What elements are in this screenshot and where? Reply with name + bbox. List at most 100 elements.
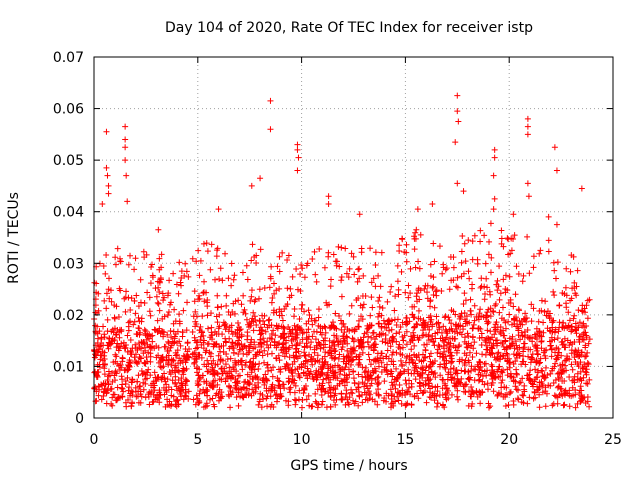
- data-point: [359, 316, 366, 323]
- data-point: [404, 388, 411, 395]
- data-point: [325, 193, 332, 200]
- data-point: [388, 368, 395, 375]
- data-point: [491, 331, 498, 338]
- data-point: [123, 403, 130, 410]
- data-point: [450, 264, 457, 271]
- data-point: [473, 350, 480, 357]
- data-point: [317, 345, 324, 352]
- data-point: [338, 274, 345, 281]
- data-point: [501, 383, 508, 390]
- data-point: [251, 381, 258, 388]
- x-tick-label: 25: [604, 432, 622, 448]
- data-point: [422, 367, 429, 374]
- data-point: [458, 367, 465, 374]
- data-point: [375, 373, 382, 380]
- data-point: [176, 338, 183, 345]
- data-point: [564, 325, 571, 332]
- data-point: [477, 284, 484, 291]
- data-point: [247, 373, 254, 380]
- data-point: [279, 330, 286, 337]
- data-point: [532, 376, 539, 383]
- data-point: [341, 382, 348, 389]
- data-point: [434, 388, 441, 395]
- data-point: [356, 265, 363, 272]
- data-point: [462, 297, 469, 304]
- data-point: [492, 326, 499, 333]
- data-point: [118, 384, 125, 391]
- data-point: [576, 333, 583, 340]
- data-point: [546, 327, 553, 334]
- data-point: [393, 330, 400, 337]
- data-point: [206, 396, 213, 403]
- data-point: [433, 313, 440, 320]
- data-point: [103, 251, 110, 258]
- data-point: [230, 276, 237, 283]
- data-point: [484, 284, 491, 291]
- data-point: [433, 403, 440, 410]
- data-point: [328, 276, 335, 283]
- data-point: [384, 298, 391, 305]
- data-point: [261, 285, 268, 292]
- data-point: [401, 248, 408, 255]
- data-point: [374, 381, 381, 388]
- data-point: [182, 345, 189, 352]
- data-point: [460, 270, 467, 277]
- data-point: [195, 381, 202, 388]
- data-point: [505, 401, 512, 408]
- data-point: [238, 341, 245, 348]
- data-point: [499, 352, 506, 359]
- data-point: [490, 206, 497, 213]
- data-point: [214, 304, 221, 311]
- data-point: [356, 211, 363, 218]
- data-point: [320, 363, 327, 370]
- data-point: [362, 364, 369, 371]
- data-point: [131, 354, 138, 361]
- data-point: [489, 363, 496, 370]
- data-point: [313, 400, 320, 407]
- data-point: [360, 272, 367, 279]
- data-point: [454, 108, 461, 115]
- data-point: [383, 353, 390, 360]
- data-point: [309, 256, 316, 263]
- data-point: [154, 396, 161, 403]
- data-point: [538, 367, 545, 374]
- data-point: [403, 241, 410, 248]
- data-point: [331, 332, 338, 339]
- data-point: [225, 275, 232, 282]
- data-point: [101, 385, 108, 392]
- data-point: [560, 341, 567, 348]
- data-point: [232, 361, 239, 368]
- data-point: [412, 235, 419, 242]
- data-point: [412, 376, 419, 383]
- data-point: [548, 346, 555, 353]
- data-point: [545, 213, 552, 220]
- data-point: [260, 396, 267, 403]
- data-point: [411, 364, 418, 371]
- data-point: [109, 378, 116, 385]
- data-point: [583, 353, 590, 360]
- data-point: [304, 365, 311, 372]
- data-point: [353, 297, 360, 304]
- data-point: [305, 326, 312, 333]
- data-point: [103, 164, 110, 171]
- data-point: [410, 329, 417, 336]
- data-point: [122, 157, 129, 164]
- data-point: [321, 264, 328, 271]
- data-point: [238, 301, 245, 308]
- data-point: [200, 240, 207, 247]
- data-point: [508, 321, 515, 328]
- data-point: [476, 358, 483, 365]
- data-point: [316, 245, 323, 252]
- data-points: [91, 92, 593, 411]
- data-point: [346, 310, 353, 317]
- data-point: [325, 200, 332, 207]
- data-point: [471, 366, 478, 373]
- data-point: [210, 401, 217, 408]
- data-point: [165, 290, 172, 297]
- data-point: [475, 377, 482, 384]
- data-point: [519, 358, 526, 365]
- data-point: [177, 357, 184, 364]
- data-point: [466, 388, 473, 395]
- data-point: [482, 260, 489, 267]
- data-point: [334, 338, 341, 345]
